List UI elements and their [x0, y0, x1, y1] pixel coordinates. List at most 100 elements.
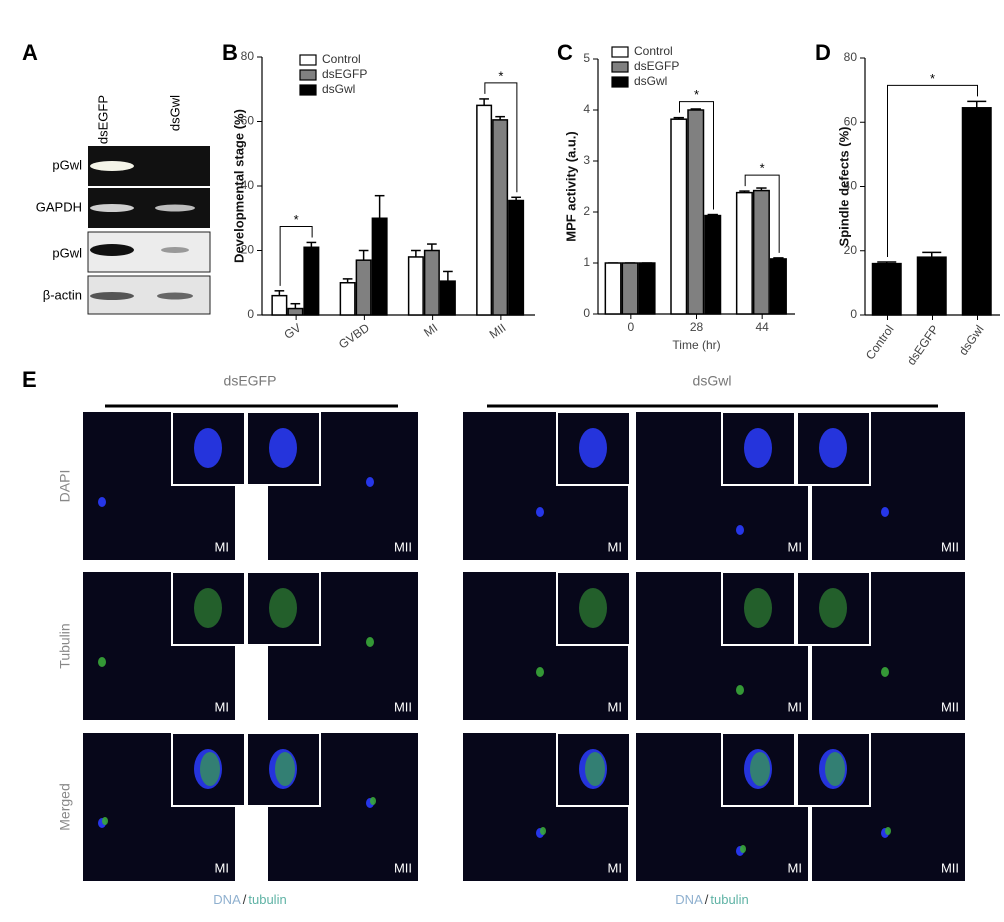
- panel-label: B: [222, 40, 238, 65]
- inset-signal: [269, 588, 297, 628]
- stage-label: MII: [941, 539, 959, 554]
- cell-signal: [366, 477, 374, 487]
- cell-signal: [881, 507, 889, 517]
- legend-swatch: [611, 76, 629, 88]
- significance-bracket: [887, 84, 978, 257]
- legend-label: dsGwl: [634, 74, 667, 88]
- cell-signal: [736, 685, 744, 695]
- y-tick-label: 5: [583, 51, 590, 65]
- significance-bracket: [744, 174, 780, 253]
- inset-signal: [269, 428, 297, 468]
- significance-label: *: [498, 68, 503, 83]
- row-label: pGwl: [52, 157, 82, 172]
- stain-sep: /: [243, 892, 247, 907]
- row-label: β-actin: [43, 287, 82, 302]
- stage-label: MII: [394, 699, 412, 714]
- y-axis-label: MPF activity (a.u.): [563, 131, 578, 242]
- band: [90, 204, 134, 212]
- y-tick-label: 20: [241, 243, 255, 257]
- cell-signal: [540, 827, 546, 835]
- stage-label: MI: [788, 539, 802, 554]
- y-axis-label: Developmental stage (%): [231, 109, 246, 263]
- inset-signal: [744, 428, 772, 468]
- cell-signal: [740, 845, 746, 853]
- x-tick-label: dsGwl: [956, 323, 987, 358]
- inset-signal: [194, 428, 222, 468]
- legend-label: dsEGFP: [322, 67, 367, 81]
- significance-bracket: [279, 225, 313, 286]
- y-tick-label: 0: [247, 307, 254, 321]
- stain-dna: DNA: [675, 892, 703, 907]
- stain-tubulin: tubulin: [710, 892, 748, 907]
- y-tick-label: 20: [844, 243, 858, 257]
- stain-tubulin: tubulin: [248, 892, 286, 907]
- inset-signal: [819, 588, 847, 628]
- cell-signal: [98, 497, 106, 507]
- row-label: GAPDH: [36, 199, 82, 214]
- legend-swatch: [299, 54, 317, 66]
- y-tick-label: 40: [241, 178, 255, 192]
- stage-label: MII: [394, 539, 412, 554]
- legend-swatch: [299, 84, 317, 96]
- y-tick-label: 4: [583, 102, 590, 116]
- bar: [638, 262, 656, 315]
- y-tick-label: 80: [241, 49, 255, 63]
- bar: [961, 107, 992, 316]
- panel-label: C: [557, 40, 573, 65]
- inset-signal: [579, 428, 607, 468]
- stain-legend: DNA / tubulin: [213, 892, 286, 907]
- stain-legend: DNA / tubulin: [675, 892, 748, 907]
- stage-label: MI: [608, 860, 622, 875]
- bar: [423, 249, 440, 316]
- inset-signal: [750, 752, 770, 786]
- inset-signal: [585, 752, 605, 786]
- bar: [704, 214, 722, 315]
- y-tick-label: 60: [241, 114, 255, 128]
- bar: [339, 282, 356, 316]
- stage-label: MII: [941, 699, 959, 714]
- row-label: Merged: [57, 783, 73, 830]
- bar: [916, 256, 947, 316]
- inset-signal: [275, 752, 295, 786]
- bar: [687, 109, 705, 315]
- stage-label: MII: [941, 860, 959, 875]
- bar: [752, 189, 770, 315]
- band: [157, 292, 193, 300]
- bar: [735, 191, 753, 315]
- legend-swatch: [299, 69, 317, 81]
- cell-signal: [98, 657, 106, 667]
- panel-label: E: [22, 367, 37, 392]
- panel-label: A: [22, 40, 38, 65]
- legend-swatch: [611, 46, 629, 58]
- bar: [670, 118, 688, 315]
- band: [90, 292, 134, 300]
- y-tick-label: 40: [844, 179, 858, 193]
- cell-signal: [370, 797, 376, 805]
- x-tick-label: 28: [690, 320, 704, 334]
- stage-label: MI: [608, 539, 622, 554]
- significance-label: *: [930, 71, 935, 86]
- stain-sep: /: [705, 892, 709, 907]
- inset-signal: [744, 588, 772, 628]
- stain-dna: DNA: [213, 892, 241, 907]
- bar: [621, 262, 639, 315]
- bar: [371, 217, 388, 316]
- x-tick-label: MII: [487, 321, 509, 342]
- bar: [287, 307, 304, 316]
- x-tick-label: Control: [863, 323, 897, 363]
- panel-label: D: [815, 40, 831, 65]
- bar: [271, 294, 288, 316]
- stage-label: MII: [394, 860, 412, 875]
- y-tick-label: 80: [844, 50, 858, 64]
- bar: [492, 119, 509, 316]
- significance-bracket: [679, 101, 714, 210]
- bar: [604, 262, 622, 315]
- row-label: pGwl: [52, 245, 82, 260]
- lane-label: dsGwl: [167, 95, 182, 131]
- y-tick-label: 3: [583, 153, 590, 167]
- y-tick-label: 0: [850, 307, 857, 321]
- bar: [355, 259, 372, 316]
- stage-label: MI: [608, 699, 622, 714]
- inset-signal: [825, 752, 845, 786]
